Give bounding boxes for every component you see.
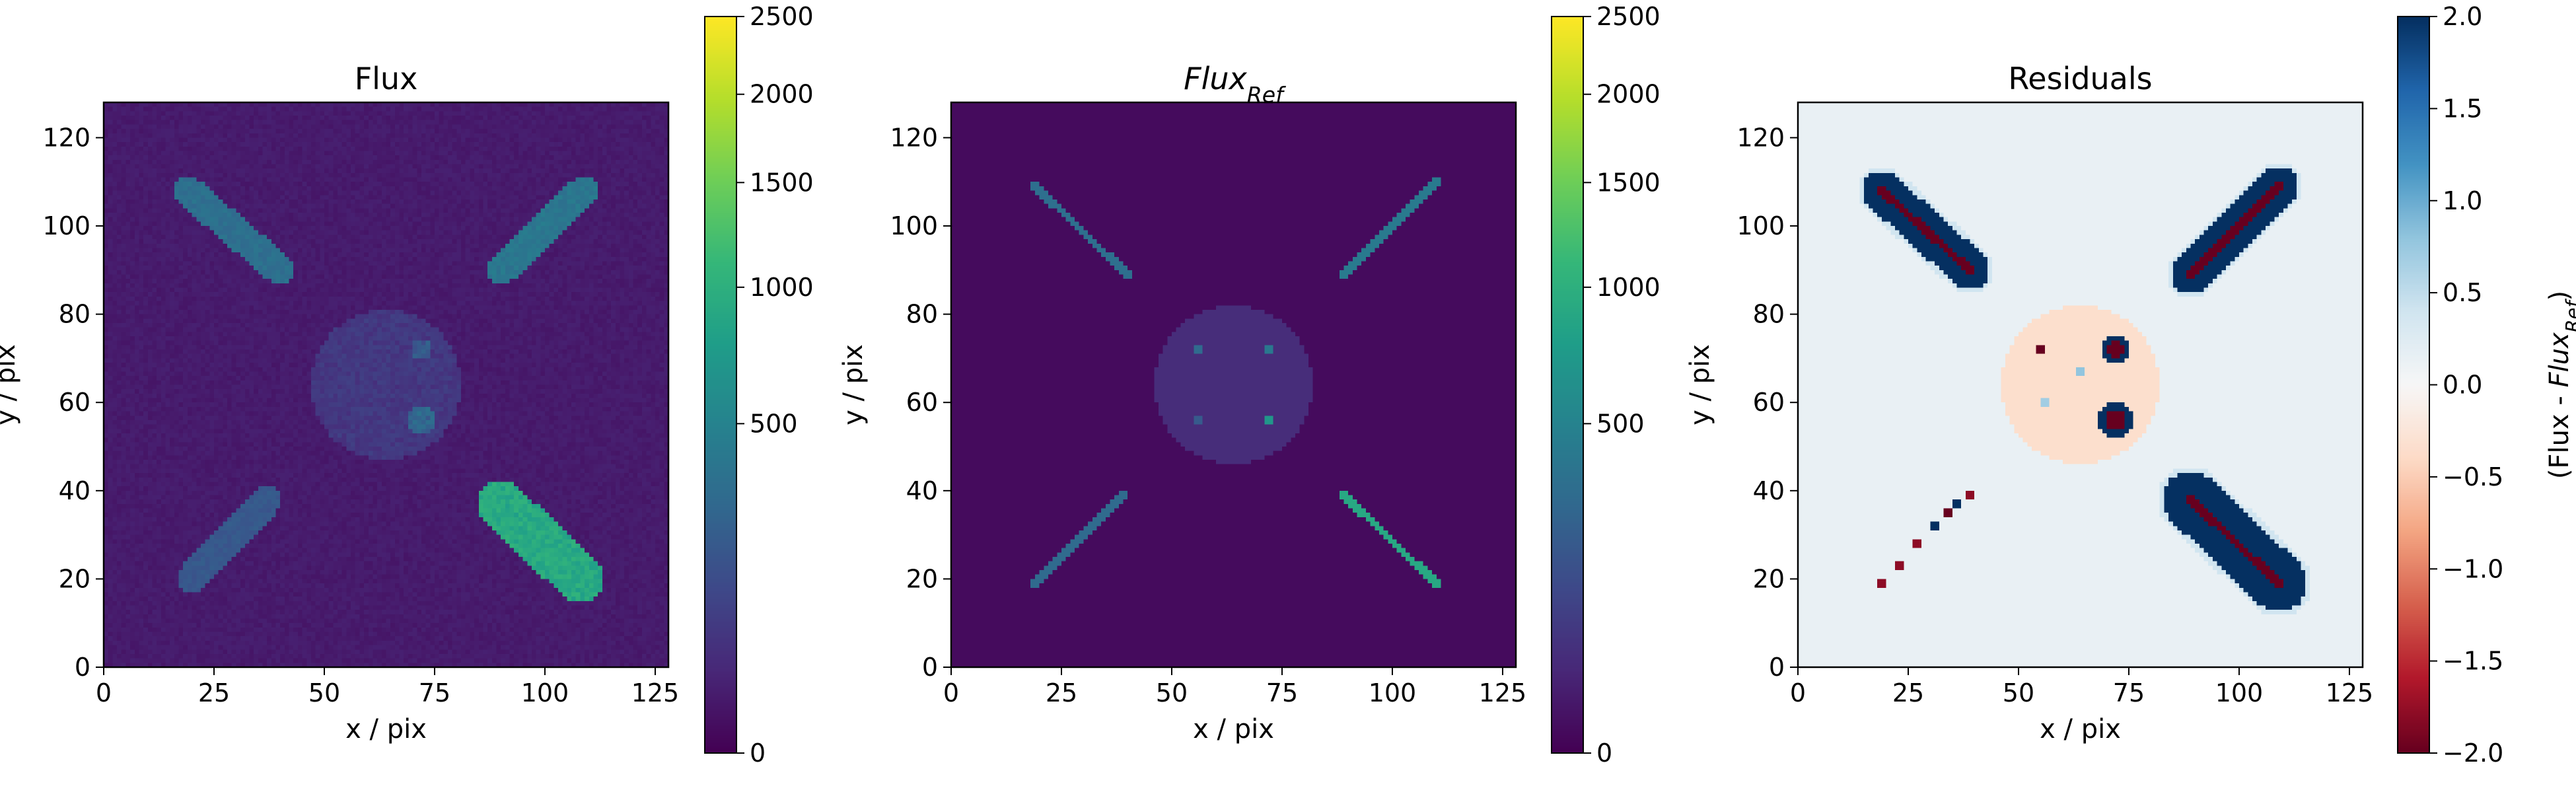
- y-tick-label: 100: [1736, 211, 1785, 240]
- colorbar-tick-label: 1500: [750, 168, 814, 197]
- y-tick-label: 20: [59, 564, 90, 593]
- x-axis-label: x / pix: [345, 714, 427, 744]
- colorbar-tick-label: 0.0: [2443, 371, 2482, 400]
- y-axis-label: y / pix: [0, 344, 21, 425]
- y-tick-label: 120: [890, 123, 938, 152]
- x-tick-label: 125: [631, 678, 680, 707]
- colorbar-tick-label: 1000: [1596, 273, 1661, 302]
- colorbar-tick-label: 1000: [750, 273, 814, 302]
- x-tick-label: 50: [2003, 678, 2034, 707]
- x-tick-label: 75: [1266, 678, 1298, 707]
- y-tick-label: 100: [42, 211, 90, 240]
- x-tick-label: 25: [1892, 678, 1924, 707]
- y-tick-label: 40: [906, 476, 938, 505]
- x-tick-label: 25: [1046, 678, 1077, 707]
- colorbar-tick-label: 0.5: [2443, 278, 2482, 307]
- colorbar-frame: [1551, 16, 1584, 754]
- colorbar-tick-label: 500: [750, 409, 798, 438]
- panel-title: Residuals: [2008, 61, 2152, 96]
- y-tick-label: 0: [75, 653, 90, 682]
- y-tick-label: 100: [890, 211, 938, 240]
- y-tick-label: 0: [922, 653, 938, 682]
- panel-1: FluxRef 0 25 50 75 100 125 0 20 40 60 80 100 120 x / p…: [838, 2, 1661, 768]
- y-tick-label: 80: [59, 300, 90, 329]
- x-tick-label: 75: [2113, 678, 2145, 707]
- x-axis-label: x / pix: [2040, 714, 2121, 744]
- x-tick-label: 50: [308, 678, 340, 707]
- y-tick-label: 80: [1753, 300, 1785, 329]
- colorbar-tick-label: 0: [750, 739, 766, 768]
- y-tick-label: 60: [906, 388, 938, 417]
- colorbar-gradient: [1552, 17, 1583, 753]
- x-tick-label: 75: [419, 678, 450, 707]
- y-tick-label: 20: [906, 564, 938, 593]
- x-tick-label: 0: [943, 678, 959, 707]
- colorbar-tick-label: −0.5: [2443, 462, 2503, 491]
- x-tick-label: 0: [96, 678, 112, 707]
- x-axis-label: x / pix: [1193, 714, 1274, 744]
- axes-frame: [1797, 101, 2364, 669]
- axes-frame: [950, 101, 1517, 669]
- panel-title: Flux: [355, 61, 418, 96]
- y-tick-label: 60: [1753, 388, 1785, 417]
- heatmap-image: [1798, 102, 2363, 667]
- x-tick-label: 0: [1790, 678, 1806, 707]
- colorbar-tick-label: 500: [1596, 409, 1645, 438]
- y-tick-label: 20: [1753, 564, 1785, 593]
- colorbar-tick-label: −2.0: [2443, 739, 2503, 768]
- y-tick-label: 120: [1736, 123, 1785, 152]
- colorbar-label: (Flux - FluxRef): [2544, 291, 2576, 479]
- colorbar-tick-label: −1.5: [2443, 647, 2503, 676]
- y-tick-label: 120: [42, 123, 90, 152]
- colorbar-tick-label: 0: [1596, 739, 1612, 768]
- x-tick-label: 100: [2215, 678, 2264, 707]
- y-tick-label: 40: [59, 476, 90, 505]
- axes-frame: [102, 101, 670, 669]
- panel-title: FluxRef: [1184, 61, 1286, 108]
- colorbar-gradient: [2398, 17, 2429, 753]
- colorbar-tick-label: −1.0: [2443, 554, 2503, 583]
- heatmap-image: [104, 102, 668, 667]
- x-tick-label: 125: [1479, 678, 1527, 707]
- colorbar-tick-label: 2.0: [2443, 2, 2482, 31]
- colorbar-tick-label: 1.0: [2443, 186, 2482, 215]
- heatmap-image: [951, 102, 1516, 667]
- panel-0: Flux 0 25 50 75 100 125 0 20 40 60 80 100 120 x / pix y…: [0, 2, 814, 768]
- y-tick-label: 80: [906, 300, 938, 329]
- colorbar-tick-label: 2000: [1596, 80, 1661, 109]
- colorbar-tick-label: 1500: [1596, 168, 1661, 197]
- x-tick-label: 50: [1156, 678, 1188, 707]
- colorbar-tick-label: 2000: [750, 80, 814, 109]
- y-tick-label: 60: [59, 388, 90, 417]
- colorbar-frame: [704, 16, 737, 754]
- y-axis-label: y / pix: [838, 344, 869, 425]
- x-tick-label: 25: [198, 678, 230, 707]
- x-tick-label: 125: [2326, 678, 2374, 707]
- panel-2: Residuals 0 25 50 75 100 125 0 20 40 60 80 100 120 x /…: [1685, 2, 2576, 768]
- y-tick-label: 0: [1769, 653, 1785, 682]
- y-tick-label: 40: [1753, 476, 1785, 505]
- colorbar-tick-label: 1.5: [2443, 94, 2482, 123]
- colorbar-tick-label: 2500: [1596, 2, 1661, 31]
- x-tick-label: 100: [1369, 678, 1417, 707]
- y-axis-label: y / pix: [1685, 344, 1715, 425]
- x-tick-label: 100: [521, 678, 569, 707]
- colorbar-tick-label: 2500: [750, 2, 814, 31]
- colorbar-gradient: [705, 17, 736, 753]
